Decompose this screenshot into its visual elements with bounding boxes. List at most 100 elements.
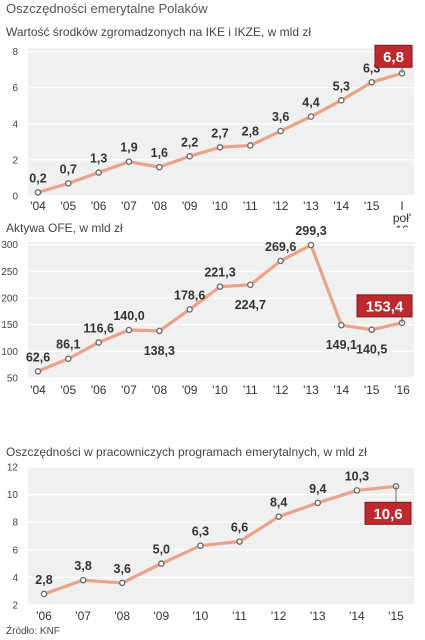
x-tick-label: '08 xyxy=(114,609,130,623)
data-point xyxy=(34,189,42,196)
x-tick-label: '15 xyxy=(388,609,404,623)
x-tick-label: '11 xyxy=(232,609,247,623)
plot-area xyxy=(28,48,414,196)
data-label: 6,6 xyxy=(231,521,248,535)
y-tick-label: 150 xyxy=(1,320,18,331)
data-point xyxy=(40,590,48,598)
chart-ppe-savings: Oszczędności w pracowniczych programach … xyxy=(6,445,414,623)
data-point xyxy=(95,169,102,176)
data-point xyxy=(247,281,254,289)
data-label: 10,3 xyxy=(345,469,369,483)
data-label: 269,6 xyxy=(265,240,296,254)
data-label: 4,4 xyxy=(302,96,319,110)
data-label: 140,0 xyxy=(113,309,144,323)
data-point xyxy=(247,142,254,149)
data-label-highlight: 6,8 xyxy=(383,49,404,66)
chart-ofe-assets: Aktywa OFE, w mld zł 50 100 150 200 250 300 62,… xyxy=(1,221,414,397)
y-tick-label: 8 xyxy=(12,47,18,58)
data-point xyxy=(216,143,224,151)
data-label: 1,9 xyxy=(120,141,137,155)
x-tick-label: '12 xyxy=(273,199,289,213)
data-label: 224,7 xyxy=(235,298,266,312)
data-point xyxy=(95,339,102,346)
data-point xyxy=(186,306,193,313)
x-tick-label: '13 xyxy=(303,199,319,213)
x-tick-label: '11 xyxy=(243,199,258,213)
data-label: 6,3 xyxy=(192,525,209,539)
data-label: 86,1 xyxy=(56,338,80,352)
x-tick-label: '07 xyxy=(121,199,137,213)
y-tick-label: 200 xyxy=(1,294,18,305)
x-tick-label: '13 xyxy=(303,383,319,397)
data-label: 2,2 xyxy=(181,135,198,149)
data-point xyxy=(277,257,284,265)
highlight-box xyxy=(374,44,413,68)
data-point xyxy=(307,113,315,120)
data-label: 116,6 xyxy=(83,321,114,335)
data-label: 2,8 xyxy=(35,573,52,587)
x-tick-label: '05 xyxy=(61,199,77,213)
data-label: 0,2 xyxy=(29,171,46,185)
y-tick-label: 2 xyxy=(12,601,18,612)
chart-ike-ikze: Wartość środków zgromadzonych na IKE i I… xyxy=(6,25,414,228)
source-note: Źródło: KNF xyxy=(6,626,60,637)
x-tick-label: '09 xyxy=(182,199,198,213)
y-tick-label: 250 xyxy=(1,267,18,278)
series-line xyxy=(43,484,397,596)
x-tick-label: '12 xyxy=(273,383,289,397)
x-tick-label: '16 xyxy=(394,383,410,397)
y-tick-label: 100 xyxy=(1,347,18,358)
y-tick-label: 6 xyxy=(12,83,18,94)
x-tick-label: '12 xyxy=(271,609,287,623)
highlight-box xyxy=(356,294,413,318)
data-label: 8,4 xyxy=(270,496,287,510)
x-tick-label: '07 xyxy=(75,609,91,623)
data-label: 9,4 xyxy=(309,482,326,496)
data-label: 0,7 xyxy=(60,162,77,176)
data-label: 2,8 xyxy=(242,124,259,138)
data-point xyxy=(156,163,163,171)
x-tick-label: '09 xyxy=(154,609,170,623)
chart-title: Oszczędności w pracowniczych programach … xyxy=(6,445,367,459)
data-point xyxy=(65,355,72,363)
x-tick-label: '15 xyxy=(364,383,380,397)
x-tick-label: '05 xyxy=(61,383,77,397)
x-tick-label: '04 xyxy=(30,383,46,397)
data-point xyxy=(118,579,126,587)
y-tick-label: 8 xyxy=(12,518,18,529)
chart-title: Wartość środków zgromadzonych na IKE i I… xyxy=(6,25,311,39)
data-point xyxy=(158,560,165,567)
x-tick-label: '06 xyxy=(91,383,107,397)
data-point xyxy=(156,327,163,335)
y-tick-label: 4 xyxy=(12,119,18,130)
highlight-box xyxy=(364,501,412,525)
data-label: 62,6 xyxy=(26,350,50,364)
data-point xyxy=(65,180,72,187)
x-tick-label: '13 xyxy=(310,609,326,623)
page-title: Oszczędności emerytalne Polaków xyxy=(6,1,208,16)
x-tick-label: '10 xyxy=(212,199,228,213)
data-label: 5,3 xyxy=(333,79,350,93)
x-tick-label: '09 xyxy=(182,383,198,397)
x-tick-label: '14 xyxy=(334,199,350,213)
x-tick-label: '10 xyxy=(212,383,228,397)
data-label: 299,3 xyxy=(295,224,326,238)
y-tick-label: 4 xyxy=(12,573,18,584)
data-label: 3,8 xyxy=(74,559,91,573)
data-label: 140,5 xyxy=(356,343,387,357)
data-label: 5,0 xyxy=(153,543,170,557)
data-label: 178,6 xyxy=(174,288,205,302)
data-point xyxy=(368,78,375,86)
data-label: 138,3 xyxy=(144,344,175,358)
y-tick-label: 300 xyxy=(1,240,18,251)
x-tick-label: '14 xyxy=(334,383,350,397)
data-label-highlight: 153,4 xyxy=(366,298,404,315)
y-tick-label: 12 xyxy=(7,463,19,474)
x-tick-label: '10 xyxy=(193,609,209,623)
x-tick-label: '06 xyxy=(36,609,52,623)
chart-title: Aktywa OFE, w mld zł xyxy=(6,221,123,235)
data-point xyxy=(368,326,375,334)
x-tick-label: '08 xyxy=(152,383,168,397)
data-point xyxy=(314,499,322,507)
data-point xyxy=(186,152,193,160)
